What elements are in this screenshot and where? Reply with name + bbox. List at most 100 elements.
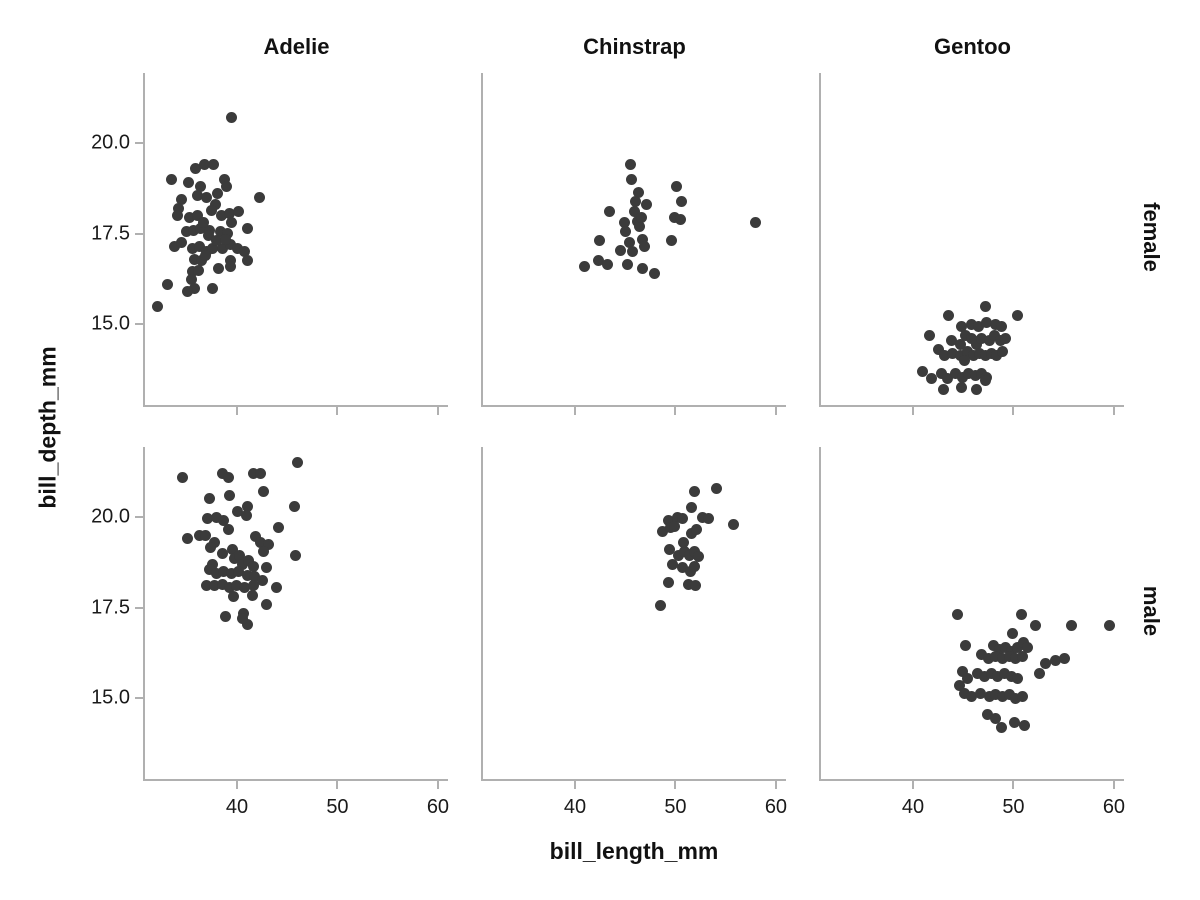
data-point xyxy=(1003,689,1015,701)
data-point xyxy=(254,536,266,548)
data-point xyxy=(636,233,648,245)
data-point xyxy=(254,467,266,479)
panel-adelie-male xyxy=(143,447,448,781)
data-point xyxy=(689,560,701,572)
data-point xyxy=(225,239,237,251)
data-point xyxy=(601,259,613,271)
data-point xyxy=(177,471,189,483)
data-point xyxy=(662,576,674,588)
data-point xyxy=(1019,720,1030,732)
data-point xyxy=(988,329,1000,341)
data-point xyxy=(186,273,198,285)
data-point xyxy=(962,367,974,379)
data-point xyxy=(593,235,605,247)
data-point xyxy=(635,211,647,223)
data-point xyxy=(996,691,1008,703)
data-point xyxy=(1009,653,1021,665)
data-point xyxy=(989,318,1001,330)
x-tick-mark xyxy=(436,781,439,789)
data-point xyxy=(209,580,221,592)
x-tick-label: 50 xyxy=(326,796,349,818)
data-point xyxy=(220,611,232,623)
data-point xyxy=(624,159,636,171)
data-point xyxy=(633,220,645,232)
data-point xyxy=(975,649,987,661)
data-point xyxy=(1011,642,1023,654)
data-point xyxy=(232,242,244,254)
x-tick-mark xyxy=(911,781,914,789)
data-point xyxy=(257,486,269,498)
data-point xyxy=(189,253,201,265)
x-tick-mark xyxy=(336,781,339,789)
data-point xyxy=(1030,620,1042,632)
data-point xyxy=(247,467,259,479)
data-point xyxy=(629,195,641,207)
data-point xyxy=(200,250,212,261)
x-tick-mark xyxy=(1012,407,1015,415)
data-point xyxy=(640,199,652,211)
data-point xyxy=(999,642,1011,654)
data-point xyxy=(965,691,977,703)
data-point xyxy=(239,582,251,594)
facet-column-header-adelie: Adelie xyxy=(263,34,330,59)
data-point xyxy=(239,246,251,258)
data-point xyxy=(211,511,223,523)
x-tick-mark xyxy=(436,407,439,415)
y-tick-mark xyxy=(135,142,143,145)
data-point xyxy=(578,260,590,272)
data-point xyxy=(665,235,677,247)
data-point xyxy=(666,558,678,570)
data-point xyxy=(224,208,236,220)
data-point xyxy=(162,279,174,291)
data-point xyxy=(1104,620,1116,632)
data-point xyxy=(256,575,268,587)
data-point xyxy=(951,609,963,621)
data-point xyxy=(996,653,1008,665)
data-point xyxy=(228,591,240,603)
data-point xyxy=(925,373,937,385)
data-point xyxy=(711,482,723,494)
x-tick-label: 60 xyxy=(764,796,788,818)
data-point xyxy=(995,721,1007,733)
x-tick-mark xyxy=(336,407,339,415)
data-point xyxy=(592,255,604,267)
data-point xyxy=(619,226,631,238)
data-point xyxy=(288,500,300,512)
x-tick-mark xyxy=(235,781,238,789)
data-point xyxy=(204,493,216,505)
data-point xyxy=(937,384,949,396)
data-point xyxy=(237,558,249,570)
data-point xyxy=(982,653,994,665)
data-point xyxy=(1006,627,1018,639)
data-point xyxy=(192,190,204,202)
data-point xyxy=(187,266,199,278)
data-point xyxy=(672,549,684,561)
data-point xyxy=(670,181,682,193)
data-point xyxy=(260,562,272,574)
data-point xyxy=(949,367,961,379)
data-point xyxy=(689,486,701,498)
data-point xyxy=(204,564,216,576)
y-tick-label: 17.5 xyxy=(91,222,130,245)
data-point xyxy=(226,217,238,229)
y-tick-label: 20.0 xyxy=(91,131,130,154)
y-tick-mark xyxy=(135,232,143,235)
data-point xyxy=(697,511,709,523)
y-tick-label: 15.0 xyxy=(91,312,130,335)
data-point xyxy=(969,369,981,381)
data-point xyxy=(249,531,261,543)
x-tick-mark xyxy=(573,407,576,415)
data-point xyxy=(690,580,702,592)
data-point xyxy=(206,204,218,216)
data-point xyxy=(1059,653,1071,665)
data-point xyxy=(242,555,254,567)
data-point xyxy=(923,329,935,341)
data-point xyxy=(1050,654,1062,666)
x-tick-mark xyxy=(674,781,677,789)
data-point xyxy=(195,181,207,193)
data-point xyxy=(227,544,239,556)
data-point xyxy=(638,240,650,252)
data-point xyxy=(226,567,238,579)
data-point xyxy=(212,188,224,200)
